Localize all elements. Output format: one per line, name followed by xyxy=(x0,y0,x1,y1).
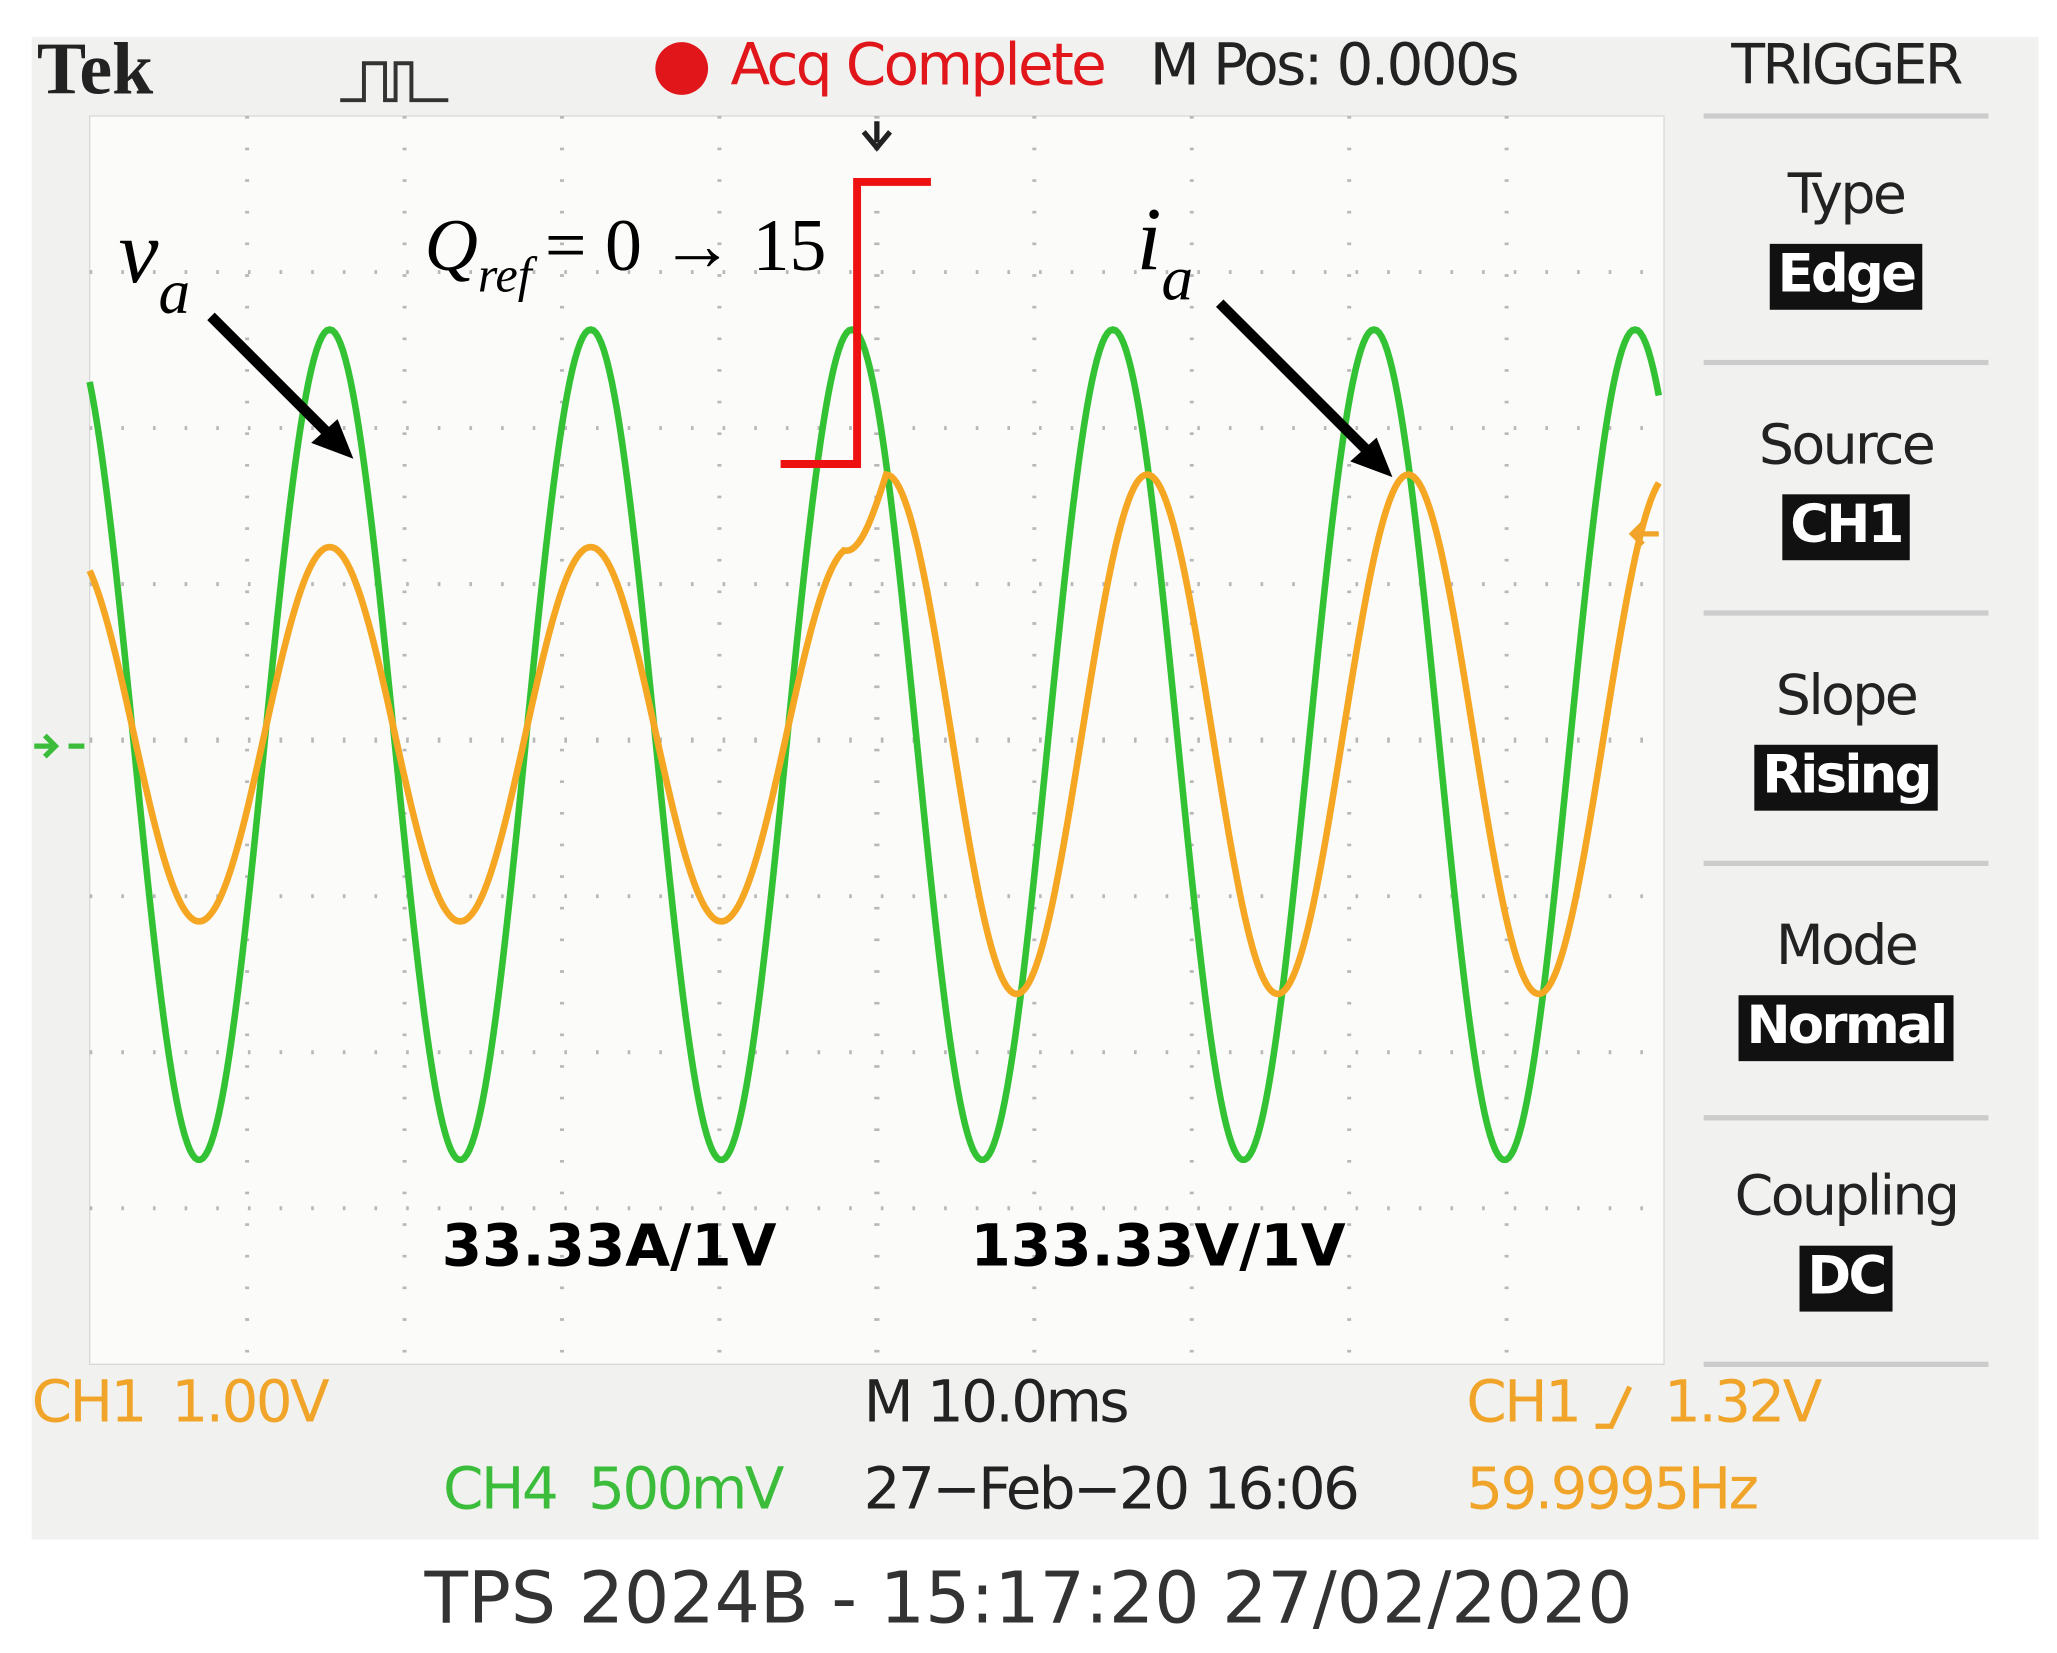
current-scale: 33.33A/1V xyxy=(442,1212,777,1280)
menu-value-box xyxy=(1738,995,1954,1062)
ch1-name: CH1 xyxy=(32,1367,145,1435)
voltage-arrow xyxy=(207,312,337,442)
step-label: Qref = 0 → 15 xyxy=(425,204,827,302)
graticule xyxy=(89,115,1665,1365)
voltage-scale: 133.33V/1V xyxy=(970,1212,1345,1280)
menu-label: Coupling xyxy=(1735,1165,1958,1229)
voltage-trace xyxy=(86,326,1663,1164)
menu-value: DC xyxy=(1807,1245,1884,1306)
acq-indicator xyxy=(655,42,709,95)
traces xyxy=(86,326,1663,1164)
step-text: = 0 → 15 xyxy=(545,204,827,286)
trigger-menu: Type Edge Source CH1 Slope Rising Mode Normal Co… xyxy=(1703,113,1989,1367)
current-trace xyxy=(86,470,1662,998)
menu-label: Mode xyxy=(1776,914,1917,978)
menu-value-box xyxy=(1769,243,1923,310)
menu-label: Type xyxy=(1787,163,1905,227)
menu-value-box xyxy=(1799,1245,1893,1312)
symbol: v xyxy=(119,203,159,302)
subscript: ref xyxy=(478,246,538,302)
current-arrow xyxy=(1215,299,1376,459)
datetime: 27−Feb−20 16:06 xyxy=(864,1454,1358,1522)
caption: TPS 2024B - 15:17:20 27/02/2020 xyxy=(423,1556,1632,1639)
symbol: Q xyxy=(425,204,478,286)
menu-label: Slope xyxy=(1776,664,1917,728)
menu-title: TRIGGER xyxy=(1730,34,1962,98)
trigger-channel: CH1 xyxy=(1466,1367,1579,1435)
subscript: a xyxy=(158,256,190,326)
ch1-scale: 1.00V xyxy=(171,1367,330,1435)
ch4-scale: 500mV xyxy=(588,1454,785,1522)
menu-value: Rising xyxy=(1762,744,1930,805)
acq-status: Acq Complete xyxy=(730,31,1104,99)
menu-value-box xyxy=(1782,494,1910,561)
frequency: 59.9995Hz xyxy=(1466,1454,1756,1522)
voltage-arrowhead xyxy=(311,419,354,459)
ch4-name: CH4 xyxy=(443,1454,556,1522)
pulse-icon xyxy=(340,61,449,103)
menu-value: CH1 xyxy=(1790,494,1902,555)
current-arrowhead xyxy=(1350,437,1393,478)
subscript: a xyxy=(1162,243,1194,313)
step-indicator xyxy=(780,177,931,468)
menu-value: Edge xyxy=(1778,243,1916,304)
menu-value-box xyxy=(1754,744,1938,811)
position: M Pos: 0.000s xyxy=(1150,31,1518,99)
timebase: M 10.0ms xyxy=(864,1367,1128,1435)
slope-icon xyxy=(1595,1385,1633,1429)
brand: Tek xyxy=(37,27,153,109)
menu-label: Source xyxy=(1759,413,1934,477)
status-bar: CH1 1.00V CH4 500mV M 10.0ms 27−Feb−20 1… xyxy=(32,1367,1826,1522)
current-label: ia xyxy=(1137,189,1194,313)
trigger-level: 1.32V xyxy=(1664,1367,1823,1435)
menu-value: Normal xyxy=(1746,995,1945,1056)
voltage-label: va xyxy=(119,203,190,327)
trigger-level-marker xyxy=(1628,521,1659,547)
ch4-ground-marker xyxy=(34,733,85,759)
trigger-position-marker xyxy=(861,121,893,152)
symbol: i xyxy=(1137,189,1162,288)
